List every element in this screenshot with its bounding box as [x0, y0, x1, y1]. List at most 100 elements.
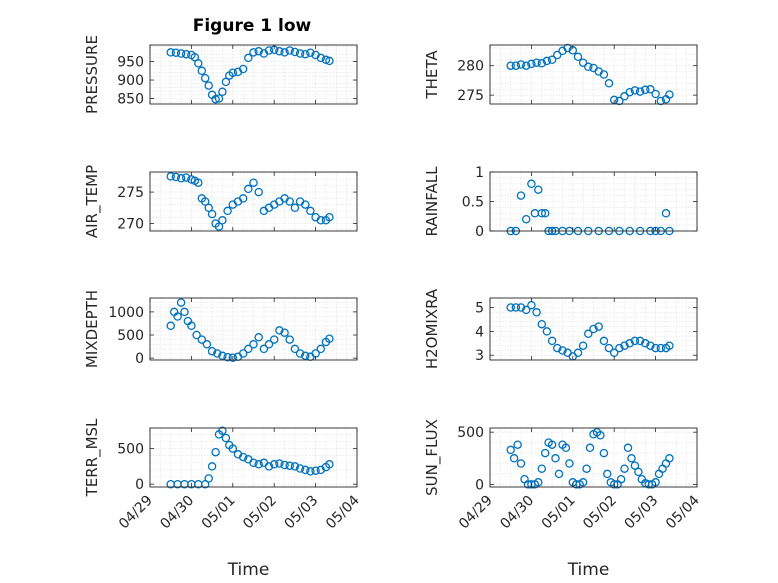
data-markers: [506, 43, 674, 106]
data-point: [218, 351, 227, 361]
data-point: [585, 443, 595, 453]
grid-lines: [149, 172, 358, 231]
data-markers: [506, 427, 674, 489]
data-point: [553, 50, 562, 60]
data-point: [197, 66, 207, 76]
data-point: [301, 49, 310, 59]
data-point: [511, 303, 521, 312]
data-point: [547, 55, 557, 65]
data-point: [244, 184, 253, 194]
data-point: [249, 48, 258, 57]
data-point: [166, 48, 175, 57]
data-point: [665, 341, 674, 350]
data-point: [509, 454, 519, 463]
data-point: [589, 324, 598, 334]
data-point: [285, 461, 294, 470]
data-point: [321, 55, 331, 65]
data-point: [641, 85, 650, 95]
data-point: [623, 443, 633, 453]
data-point: [166, 321, 175, 331]
panel-rainfall: 0 0.5 1 RAINFALL: [423, 165, 698, 240]
axes-frame: [489, 297, 698, 361]
data-point: [325, 460, 334, 469]
data-point: [166, 172, 175, 181]
data-point: [228, 353, 238, 362]
data-point: [244, 53, 253, 63]
data-point: [641, 339, 650, 348]
data-point: [285, 197, 294, 206]
data-point: [573, 348, 583, 358]
data-point: [264, 462, 274, 471]
data-point: [565, 459, 574, 468]
data-point: [534, 185, 543, 194]
data-point: [534, 478, 543, 487]
data-point: [221, 77, 231, 87]
data-point: [316, 344, 326, 354]
y-axis-label: RAINFALL: [423, 166, 441, 237]
data-point: [249, 178, 258, 187]
data-point: [264, 46, 274, 55]
data-point: [513, 440, 522, 449]
y-tick-label: 850: [117, 91, 144, 107]
data-point: [558, 346, 567, 355]
data-point: [238, 349, 248, 358]
data-point: [625, 339, 634, 348]
data-point: [171, 48, 181, 57]
data-point: [290, 47, 300, 57]
data-point: [207, 346, 217, 356]
data-point: [280, 48, 289, 57]
data-point: [578, 478, 588, 487]
data-point: [506, 303, 515, 312]
data-point: [290, 344, 300, 354]
data-point: [573, 52, 583, 62]
axes-frame: [489, 427, 698, 488]
data-point: [527, 179, 536, 189]
data-point: [306, 467, 315, 476]
data-point: [200, 197, 210, 206]
y-axis-label: H2OMIXRA: [423, 288, 441, 369]
data-point: [551, 454, 560, 463]
data-point: [547, 440, 557, 449]
data-point: [532, 58, 541, 67]
data-point: [547, 336, 557, 346]
y-tick-label: 4: [475, 324, 484, 340]
data-point: [204, 474, 213, 483]
data-point: [238, 452, 248, 462]
data-point: [249, 340, 258, 349]
data-point: [295, 49, 305, 58]
data-point: [194, 59, 203, 68]
data-point: [171, 172, 181, 182]
data-point: [211, 94, 220, 104]
data-markers: [166, 426, 334, 489]
data-point: [609, 480, 619, 489]
data-point: [578, 341, 588, 350]
data-point: [238, 194, 248, 203]
y-tick-label: 0: [475, 224, 484, 240]
panel-mixdepth: 0 500 1000 MIXDEPTH: [83, 290, 358, 368]
data-point: [190, 52, 200, 62]
data-point: [197, 335, 207, 344]
data-point: [527, 59, 536, 69]
data-point: [181, 49, 191, 59]
y-tick-label: 1: [475, 165, 484, 181]
data-point: [521, 214, 531, 224]
data-point: [635, 336, 645, 346]
data-point: [285, 46, 294, 55]
panel-air-temp: 270 275 AIR_TEMP: [83, 165, 358, 238]
data-point: [259, 344, 269, 354]
data-point: [194, 178, 203, 187]
data-point: [249, 458, 258, 468]
data-point: [554, 469, 564, 479]
grid-lines: [489, 45, 698, 104]
y-tick-label: 5: [475, 301, 484, 317]
y-tick-label: 500: [457, 425, 484, 441]
data-point: [180, 307, 189, 317]
data-point: [603, 469, 612, 479]
data-point: [516, 191, 526, 200]
data-point: [285, 335, 294, 344]
data-point: [521, 305, 531, 315]
data-point: [325, 56, 334, 66]
data-point: [553, 343, 562, 353]
data-point: [561, 443, 571, 453]
data-point: [214, 222, 224, 231]
